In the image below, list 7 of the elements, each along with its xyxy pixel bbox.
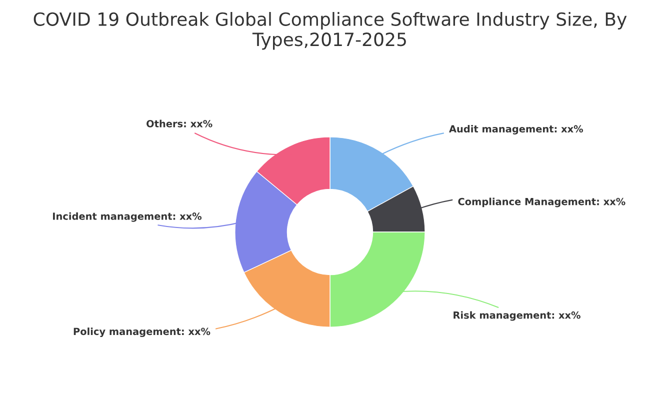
slice-label: Others: xx%	[146, 120, 212, 128]
slice-label: Risk management: xx%	[454, 311, 580, 321]
slice-label: Compliance Management: xx%	[458, 198, 626, 208]
slice-label: Incident management: xx%	[53, 212, 202, 222]
chart-title: COVID 19 Outbreak Global Compliance Software Industry Size, By Types,2017-2025	[34, 12, 627, 50]
slice-label: Audit management: xx%	[449, 125, 584, 134]
slice-label: Policy management: xx%	[74, 328, 210, 338]
